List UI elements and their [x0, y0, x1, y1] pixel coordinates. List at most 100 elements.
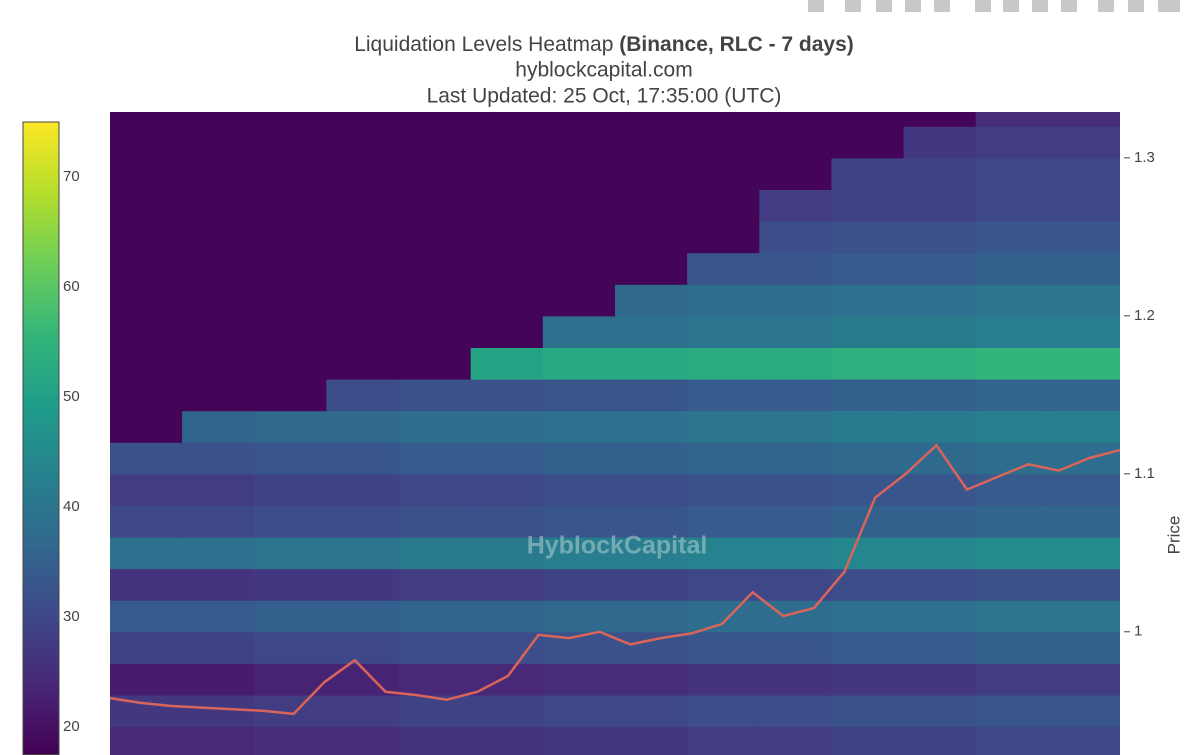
heat-cell [975, 189, 1049, 222]
heat-cell [254, 378, 328, 412]
heat-cell [254, 126, 328, 159]
heat-cell [542, 663, 616, 696]
heat-cell [398, 347, 472, 380]
heat-cell [831, 252, 905, 285]
heat-cell [398, 315, 472, 348]
colorbar-tick-label: 30 [63, 608, 80, 625]
heat-cell [398, 568, 472, 601]
heat-cell [831, 694, 905, 728]
heat-cell [687, 726, 760, 755]
heat-cell [975, 157, 1049, 191]
heat-cell [182, 568, 255, 601]
heat-cell [615, 631, 688, 664]
heat-cell [110, 126, 183, 159]
colorbar-tick-label: 40 [63, 498, 80, 515]
heat-cell [903, 726, 977, 755]
heat-cell [326, 631, 400, 664]
heat-cell [975, 600, 1049, 633]
title-bold: (Binance, RLC - 7 days) [619, 33, 854, 56]
heat-cell [615, 189, 688, 222]
heat-cell [470, 126, 544, 159]
heat-cell [687, 347, 760, 380]
zoom-button[interactable] [845, 0, 861, 12]
heat-cell [398, 221, 472, 254]
heat-cell [903, 410, 977, 443]
heat-cell [759, 505, 833, 538]
heat-cell [398, 536, 472, 570]
heat-cell [398, 112, 472, 127]
heat-cell [470, 600, 544, 633]
zoom-in-button[interactable] [975, 0, 991, 12]
heat-cell [542, 126, 616, 159]
heat-cell [326, 726, 400, 755]
reset-button[interactable] [1061, 0, 1077, 12]
colorbar-tick-label: 70 [63, 168, 80, 185]
heat-cell [759, 442, 833, 475]
heat-cell [975, 410, 1049, 443]
heat-cell [326, 189, 400, 222]
heat-cell [110, 600, 183, 633]
heat-cell [398, 600, 472, 633]
heat-cell [831, 505, 905, 538]
heat-cell [687, 505, 760, 538]
heat-cell [903, 126, 977, 159]
box-select-button[interactable] [905, 0, 921, 12]
heat-cell [831, 189, 905, 222]
hover-closest-button[interactable] [1128, 0, 1144, 12]
watermark: HyblockCapital [527, 532, 708, 560]
heat-cell [1047, 410, 1120, 443]
heat-cell [470, 505, 544, 538]
hover-compare-button[interactable] [1158, 0, 1180, 12]
heat-cell [687, 442, 760, 475]
spike-button[interactable] [1098, 0, 1114, 12]
camera-button[interactable] [808, 0, 824, 12]
heat-cell [254, 112, 328, 127]
heat-cell [903, 221, 977, 254]
heat-cell [903, 600, 977, 633]
lasso-button[interactable] [934, 0, 950, 12]
heat-cell [182, 600, 255, 633]
heat-cell [615, 126, 688, 159]
heat-cell [542, 442, 616, 475]
heat-cell [182, 536, 255, 570]
heat-cell [903, 568, 977, 601]
heat-cell [470, 315, 544, 348]
pan-button[interactable] [876, 0, 892, 12]
heat-cell [110, 315, 183, 348]
heat-cell [254, 157, 328, 191]
heat-cell [975, 631, 1049, 664]
heat-cell [110, 505, 183, 538]
heat-cell [1047, 663, 1120, 696]
heat-cell [326, 694, 400, 728]
heat-cell [615, 663, 688, 696]
heat-cell [182, 347, 255, 380]
heat-cell [615, 600, 688, 633]
heat-cell [326, 284, 400, 317]
y-axis-label: Price [1164, 516, 1183, 555]
heat-cell [326, 347, 400, 380]
autoscale-button[interactable] [1032, 0, 1048, 12]
heat-cell [831, 221, 905, 254]
heat-cell [903, 157, 977, 191]
heat-cell [759, 189, 833, 222]
heat-cell [759, 347, 833, 380]
heat-cell [182, 126, 255, 159]
heat-cell [326, 112, 400, 127]
heat-cell [182, 410, 255, 443]
heat-cell [1047, 284, 1120, 317]
y-tick-label: 1.3 [1134, 149, 1155, 166]
heat-cell [110, 473, 183, 506]
y-tick-label: 1 [1134, 623, 1142, 640]
heat-cell [398, 473, 472, 506]
heat-cell [398, 726, 472, 755]
heat-cell [687, 315, 760, 348]
heat-cell [470, 157, 544, 191]
heat-cell [687, 568, 760, 601]
heat-cell [110, 189, 183, 222]
heat-cell [687, 473, 760, 506]
colorbar [22, 121, 60, 755]
heat-cell [182, 694, 255, 728]
zoom-out-button[interactable] [1003, 0, 1019, 12]
heat-cell [759, 631, 833, 664]
